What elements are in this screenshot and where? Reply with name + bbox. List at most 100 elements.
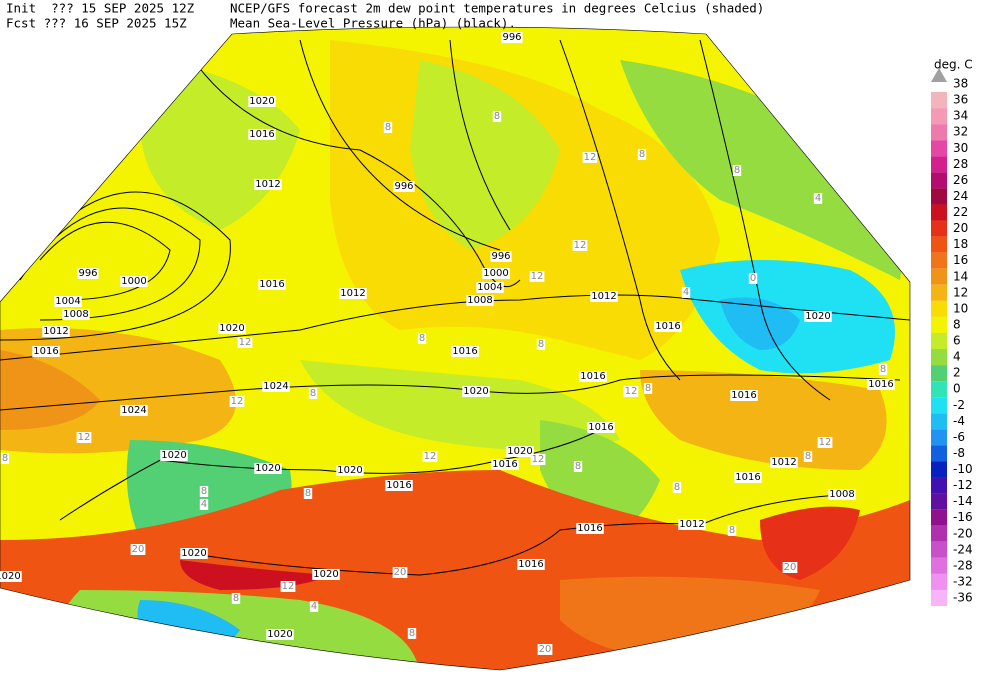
dewpoint-label-bg (643, 383, 653, 394)
dewpoint-label: 8 (419, 333, 425, 344)
colorbar-swatch (931, 108, 947, 125)
dewpoint-label: 8 (2, 453, 8, 464)
isobar-label: 1020 (313, 569, 338, 580)
dewpoint-label-bg (492, 111, 502, 122)
dewpoint-label: 12 (584, 152, 597, 163)
isobar-label: 996 (502, 32, 521, 43)
isobar-label-bg (42, 326, 70, 337)
isobar-label: 1012 (679, 519, 704, 530)
isobar-label: 1020 (463, 386, 488, 397)
isobar-label-bg (0, 571, 22, 582)
dewpoint-label-bg (199, 499, 209, 510)
dewpoint-label-bg (383, 122, 393, 133)
isobar-label: 1016 (518, 559, 543, 570)
isobar-label-bg (62, 309, 90, 320)
colorbar-label: 0 (953, 382, 961, 396)
dewpoint-label-bg (130, 544, 146, 555)
colorbar-label: 8 (953, 317, 961, 331)
colorbar-label: 26 (953, 173, 968, 187)
colorbar-swatch (931, 541, 947, 558)
isobar-label: 1008 (829, 489, 854, 500)
isobar-label-bg (54, 296, 82, 307)
colorbar-swatch (931, 92, 947, 109)
isobar-label-bg (517, 559, 545, 570)
isobar-label-bg (867, 379, 895, 390)
dewpoint-label: 8 (538, 339, 544, 350)
colorbar-swatch (931, 188, 947, 205)
isobar-label-bg (218, 323, 246, 334)
dewpoint-label: 8 (880, 364, 886, 375)
isobar-label: 1020 (507, 446, 532, 457)
dewpoint-label: 20 (394, 567, 407, 578)
colorbar-swatch (931, 429, 947, 446)
dewpoint-label-bg (231, 593, 241, 604)
isobar-label: 1024 (263, 381, 288, 392)
colorbar-swatch (931, 204, 947, 221)
colorbar-label: -36 (953, 591, 973, 605)
isobar-label: 1020 (161, 450, 186, 461)
dewpoint-label: 12 (239, 337, 252, 348)
colorbar-unit: deg. C (934, 58, 973, 72)
colorbar-label: 24 (953, 189, 968, 203)
colorbar-label: 6 (953, 334, 961, 348)
isobar-label: 1016 (588, 422, 613, 433)
isobar-label: 1016 (868, 379, 893, 390)
dewpoint-label: 12 (574, 240, 587, 251)
colorbar-swatch (931, 220, 947, 237)
isobar-label-bg (587, 422, 615, 433)
isobar-label: 996 (491, 251, 510, 262)
dewpoint-label-bg (407, 628, 417, 639)
isobar-label-bg (506, 446, 534, 457)
isobar-label-bg (579, 371, 607, 382)
colorbar-label: 14 (953, 269, 968, 283)
isobar-label-bg (120, 276, 148, 287)
dewpoint-label-bg (199, 486, 209, 497)
colorbar-label: -8 (953, 446, 965, 460)
dewpoint-label-bg (422, 451, 438, 462)
isobar-label-bg (466, 295, 494, 306)
dewpoint-label-bg (530, 454, 546, 465)
colorbar-label: -10 (953, 462, 973, 476)
dewpoint-label-bg (672, 482, 682, 493)
isobar-label: 1016 (386, 480, 411, 491)
isobar-label: 1020 (267, 629, 292, 640)
init-time: Init ??? 15 SEP 2025 12Z (6, 1, 195, 16)
colorbar-swatch (931, 124, 947, 141)
colorbar-swatch (931, 381, 947, 398)
dewpoint-label-bg (803, 451, 813, 462)
isobar-label-bg (180, 548, 208, 559)
isobar-label-bg (804, 311, 832, 322)
isobar-label: 1016 (655, 321, 680, 332)
isobar-label: 1016 (452, 346, 477, 357)
colorbar-label: 36 (953, 93, 968, 107)
domain-border (0, 26, 911, 671)
isobar-label: 1012 (255, 179, 280, 190)
isobar-label: 996 (394, 181, 413, 192)
isobar-label: 1020 (181, 548, 206, 559)
isobar-label: 996 (78, 268, 97, 279)
colorbar-label: 18 (953, 237, 968, 251)
colorbar-swatch (931, 397, 947, 414)
colorbar-label: 34 (953, 109, 968, 123)
isobar-label: 1016 (33, 346, 58, 357)
dewpoint-label-bg (417, 333, 427, 344)
colorbar-label: -6 (953, 430, 965, 444)
dewpoint-label: 8 (494, 111, 500, 122)
dewpoint-label: 12 (424, 451, 437, 462)
dewpoint-label-bg (280, 581, 296, 592)
isobar-label: 1016 (259, 279, 284, 290)
isobar-label-bg (312, 569, 340, 580)
dewpoint-label: 8 (734, 165, 740, 176)
isobar-label: 1016 (492, 459, 517, 470)
colorbar-swatch (931, 589, 947, 607)
isobar-label: 1020 (219, 323, 244, 334)
isobar-label: 1012 (340, 288, 365, 299)
colorbar-swatch (931, 268, 947, 285)
isobar-label: 1012 (771, 457, 796, 468)
dewpoint-label-bg (392, 567, 408, 578)
isobar-label: 1000 (483, 268, 508, 279)
dewpoint-label: 8 (409, 628, 415, 639)
colorbar-swatch (931, 525, 947, 542)
colorbar-swatch (931, 316, 947, 333)
